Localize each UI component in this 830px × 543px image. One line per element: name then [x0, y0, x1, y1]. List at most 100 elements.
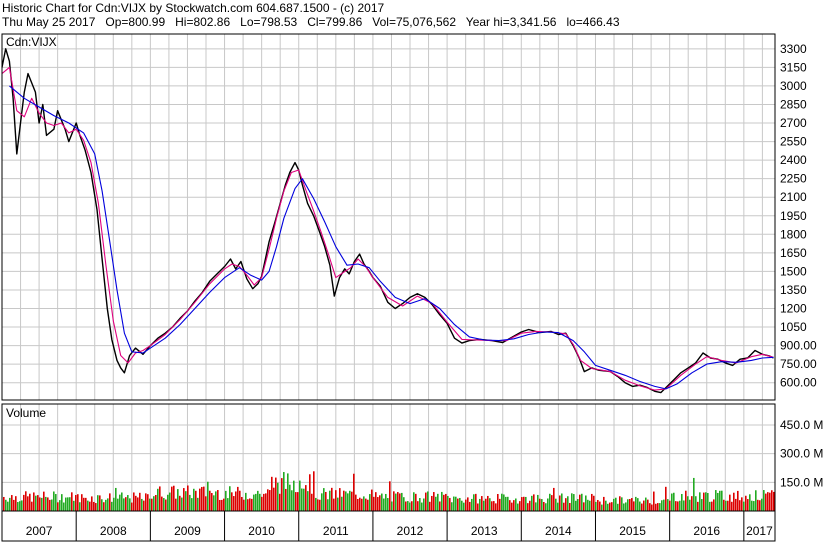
volume-bar [379, 495, 381, 511]
panel-frames [1, 33, 776, 542]
volume-bar [497, 494, 499, 511]
volume-bar [589, 500, 591, 511]
volume-bar [475, 493, 477, 511]
volume-bar [443, 494, 445, 511]
volume-bar [135, 495, 137, 511]
volume-bar [769, 492, 771, 511]
volume-bar [223, 498, 225, 511]
volume-bar [237, 486, 239, 511]
volume-bar [691, 496, 693, 511]
volume-bar [553, 487, 555, 511]
volume-bar [119, 494, 121, 511]
volume-bar [387, 498, 389, 511]
volume-bar [703, 492, 705, 511]
volume-bar [35, 495, 37, 511]
price-tick-label: 1650 [780, 246, 807, 260]
volume-bar [561, 493, 563, 511]
volume-bar [227, 498, 229, 511]
volume-bar [345, 491, 347, 511]
volume-bar [603, 496, 605, 511]
volume-bar [169, 492, 171, 511]
volume-bars [3, 471, 775, 511]
volume-bar [627, 499, 629, 511]
volume-bar [469, 501, 471, 511]
volume-bar [631, 498, 633, 511]
volume-bar [297, 492, 299, 511]
volume-bar [665, 486, 667, 511]
volume-bar [167, 494, 169, 511]
volume-bar [723, 499, 725, 511]
volume-bar [637, 498, 639, 511]
volume-bar [25, 491, 27, 511]
volume-bar [581, 493, 583, 511]
volume-bar [467, 497, 469, 511]
volume-bar [393, 491, 395, 511]
volume-bar [259, 493, 261, 511]
volume-bar [63, 502, 65, 511]
volume-bar [659, 503, 661, 511]
volume-bar [375, 492, 377, 511]
volume-bar [493, 501, 495, 511]
year-tick-label: 2011 [323, 524, 349, 538]
volume-bar [593, 495, 595, 511]
volume-bar [671, 493, 673, 511]
volume-bar [129, 498, 131, 511]
volume-bar [647, 499, 649, 511]
volume-bar [265, 493, 267, 511]
volume-bar [235, 491, 237, 511]
volume-bar [93, 501, 95, 511]
volume-bar [745, 495, 747, 511]
volume-bar [701, 499, 703, 511]
volume-bar [337, 497, 339, 511]
volume-bar [73, 500, 75, 511]
volume-bar [81, 494, 83, 511]
volume-bar [751, 500, 753, 511]
volume-bar [717, 492, 719, 511]
volume-bar [677, 501, 679, 511]
volume-bar [215, 491, 217, 511]
volume-bar [771, 490, 773, 511]
volume-bar [349, 490, 351, 511]
volume-bar [759, 500, 761, 511]
volume-bar [761, 498, 763, 511]
volume-bar [385, 493, 387, 511]
volume-bar [195, 490, 197, 511]
volume-bar [315, 497, 317, 511]
volume-bar [471, 498, 473, 511]
volume-bar [91, 496, 93, 511]
volume-bar [117, 498, 119, 511]
volume-bar [431, 495, 433, 511]
volume-bar [719, 490, 721, 511]
volume-bar [649, 503, 651, 511]
volume-bar [303, 488, 305, 511]
volume-bar [509, 500, 511, 511]
price-tick-label: 2400 [780, 153, 807, 167]
volume-bar [709, 501, 711, 511]
volume-bar [305, 485, 307, 511]
price-line [1, 48, 774, 394]
volume-bar [185, 491, 187, 511]
volume-bar [233, 496, 235, 511]
time-axis-frame [1, 510, 776, 542]
volume-bar [115, 487, 117, 511]
volume-bar [151, 498, 153, 511]
volume-bar [173, 485, 175, 511]
volume-bar [415, 493, 417, 511]
volume-bar [131, 502, 133, 511]
volume-bar [21, 500, 23, 511]
volume-bar [767, 492, 769, 511]
volume-bar [625, 502, 627, 511]
year-tick-label: 2008 [100, 524, 127, 538]
volume-bar [693, 477, 695, 511]
volume-bar [19, 501, 21, 511]
volume-bar [533, 494, 535, 511]
volume-bar [307, 491, 309, 511]
volume-bar [197, 497, 199, 511]
volume-bar [87, 500, 89, 511]
volume-bar [17, 502, 19, 511]
volume-bar [773, 491, 775, 511]
volume-bar [463, 502, 465, 511]
volume-bar [373, 496, 375, 511]
volume-bar [437, 493, 439, 511]
